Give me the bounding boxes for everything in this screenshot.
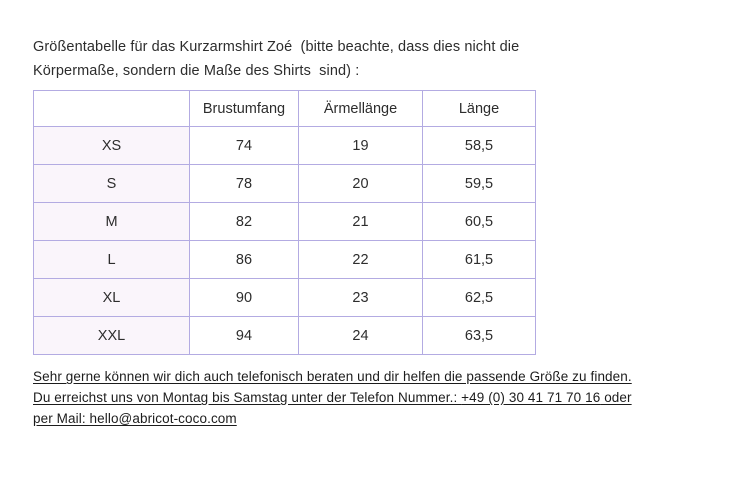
contact-line-3: per Mail: hello@abricot-coco.com — [33, 408, 237, 429]
value-cell: 22 — [298, 240, 423, 279]
header-aermellaenge: Ärmellänge — [298, 90, 423, 127]
value-cell: 60,5 — [422, 202, 536, 241]
value-cell: 94 — [189, 316, 299, 355]
value-cell: 61,5 — [422, 240, 536, 279]
table-row: S 78 20 59,5 — [33, 164, 536, 203]
size-cell: M — [33, 202, 190, 241]
size-table-body: XS 74 19 58,5 S 78 20 59,5 M 82 21 60,5 L 86 22 61,5 XL 9… — [33, 126, 536, 355]
table-row: XL 90 23 62,5 — [33, 278, 536, 317]
size-chart-page: Größentabelle für das Kurzarmshirt Zoé (… — [33, 35, 700, 429]
size-cell: S — [33, 164, 190, 203]
email-link[interactable]: hello@abricot-coco.com — [89, 411, 237, 426]
size-cell: XXL — [33, 316, 190, 355]
size-cell: XL — [33, 278, 190, 317]
value-cell: 62,5 — [422, 278, 536, 317]
intro-text: Größentabelle für das Kurzarmshirt Zoé (… — [33, 35, 700, 83]
intro-line-1: Größentabelle für das Kurzarmshirt Zoé (… — [33, 39, 520, 55]
phone-number[interactable]: +49 (0) 30 41 71 70 16 — [461, 390, 601, 405]
contact-line-2: Du erreichst uns von Montag bis Samstag … — [33, 387, 632, 408]
contact-text: Sehr gerne können wir dich auch telefoni… — [33, 366, 700, 429]
table-row: M 82 21 60,5 — [33, 202, 536, 241]
contact-line-3-prefix: per Mail: — [33, 411, 90, 426]
value-cell: 74 — [189, 126, 299, 165]
size-cell: XS — [33, 126, 190, 165]
contact-line-1: Sehr gerne können wir dich auch telefoni… — [33, 369, 632, 384]
header-size-empty — [33, 90, 190, 127]
value-cell: 86 — [189, 240, 299, 279]
size-table: Brustumfang Ärmellänge Länge XS 74 19 58,5 S… — [33, 90, 536, 355]
value-cell: 63,5 — [422, 316, 536, 355]
value-cell: 24 — [298, 316, 423, 355]
value-cell: 20 — [298, 164, 423, 203]
value-cell: 19 — [298, 126, 423, 165]
table-row: XS 74 19 58,5 — [33, 126, 536, 165]
size-table-header-row: Brustumfang Ärmellänge Länge — [33, 90, 536, 127]
header-brustumfang: Brustumfang — [189, 90, 299, 127]
contact-line-2-prefix: Du erreichst uns von Montag bis Samstag … — [33, 390, 462, 405]
contact-line-2-suffix: oder — [600, 390, 632, 405]
value-cell: 59,5 — [422, 164, 536, 203]
size-cell: L — [33, 240, 190, 279]
value-cell: 78 — [189, 164, 299, 203]
intro-line-2: Körpermaße, sondern die Maße des Shirts … — [33, 63, 360, 79]
value-cell: 90 — [189, 278, 299, 317]
value-cell: 58,5 — [422, 126, 536, 165]
value-cell: 82 — [189, 202, 299, 241]
table-row: L 86 22 61,5 — [33, 240, 536, 279]
header-laenge: Länge — [422, 90, 536, 127]
table-row: XXL 94 24 63,5 — [33, 316, 536, 355]
value-cell: 21 — [298, 202, 423, 241]
value-cell: 23 — [298, 278, 423, 317]
